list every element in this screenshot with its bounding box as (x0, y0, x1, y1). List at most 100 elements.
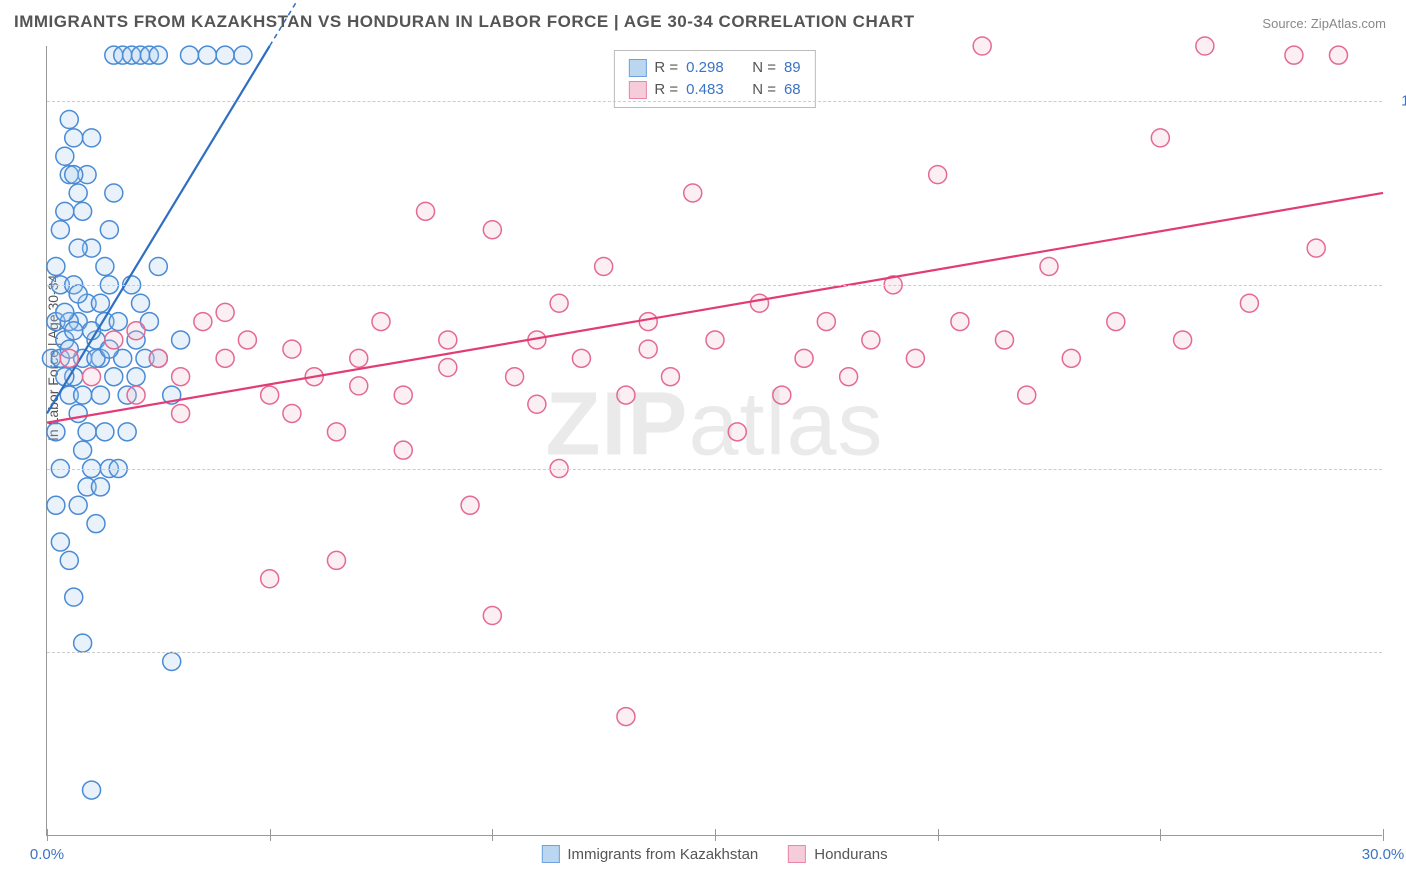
data-point-kazakhstan (74, 634, 92, 652)
x-tick (715, 829, 716, 841)
n-value: 68 (784, 79, 801, 101)
legend-swatch-kazakhstan (628, 59, 646, 77)
data-point-kazakhstan (149, 257, 167, 275)
y-tick-label: 100.0% (1401, 93, 1406, 110)
correlation-row-kazakhstan: R = 0.298 N = 89 (628, 57, 800, 79)
data-point-kazakhstan (65, 129, 83, 147)
data-point-hondurans (439, 331, 457, 349)
data-point-hondurans (327, 551, 345, 569)
data-point-kazakhstan (47, 257, 65, 275)
data-point-kazakhstan (91, 386, 109, 404)
data-point-kazakhstan (69, 285, 87, 303)
data-point-kazakhstan (69, 404, 87, 422)
data-point-kazakhstan (105, 368, 123, 386)
source-link[interactable]: ZipAtlas.com (1311, 16, 1386, 31)
data-point-hondurans (483, 607, 501, 625)
data-point-hondurans (1018, 386, 1036, 404)
data-point-hondurans (417, 202, 435, 220)
data-point-kazakhstan (65, 166, 83, 184)
data-point-hondurans (929, 166, 947, 184)
x-tick (938, 829, 939, 841)
data-point-hondurans (439, 359, 457, 377)
data-point-kazakhstan (105, 184, 123, 202)
source-attribution: Source: ZipAtlas.com (1262, 16, 1386, 31)
x-tick-label: 0.0% (30, 846, 64, 863)
data-point-kazakhstan (74, 441, 92, 459)
data-point-hondurans (840, 368, 858, 386)
data-point-kazakhstan (65, 588, 83, 606)
correlation-row-hondurans: R = 0.483 N = 68 (628, 79, 800, 101)
data-point-kazakhstan (65, 322, 83, 340)
correlation-legend: R = 0.298 N = 89R = 0.483 N = 68 (613, 50, 815, 108)
legend-item-kazakhstan[interactable]: Immigrants from Kazakhstan (541, 845, 758, 863)
data-point-hondurans (773, 386, 791, 404)
plot-area: In Labor Force | Age 30-34 ZIPatlas R = … (46, 46, 1382, 836)
data-point-kazakhstan (69, 184, 87, 202)
data-point-hondurans (572, 349, 590, 367)
data-point-hondurans (1307, 239, 1325, 257)
n-label: N = (752, 57, 776, 79)
r-value: 0.298 (686, 57, 724, 79)
x-tick (492, 829, 493, 841)
x-tick (1383, 829, 1384, 841)
data-point-hondurans (751, 294, 769, 312)
data-point-kazakhstan (163, 652, 181, 670)
n-value: 89 (784, 57, 801, 79)
gridline (47, 101, 1382, 102)
data-point-hondurans (60, 349, 78, 367)
data-point-hondurans (639, 340, 657, 358)
data-point-hondurans (906, 349, 924, 367)
data-point-hondurans (261, 570, 279, 588)
data-point-kazakhstan (198, 46, 216, 64)
data-point-hondurans (394, 441, 412, 459)
data-point-hondurans (506, 368, 524, 386)
gridline (47, 469, 1382, 470)
data-point-hondurans (595, 257, 613, 275)
gridline (47, 652, 1382, 653)
data-point-kazakhstan (127, 368, 145, 386)
data-point-hondurans (951, 313, 969, 331)
data-point-hondurans (1062, 349, 1080, 367)
data-point-hondurans (394, 386, 412, 404)
data-point-kazakhstan (51, 533, 69, 551)
data-point-hondurans (283, 404, 301, 422)
legend-label: Immigrants from Kazakhstan (567, 846, 758, 863)
data-point-hondurans (728, 423, 746, 441)
legend-swatch-kazakhstan (541, 845, 559, 863)
data-point-kazakhstan (83, 129, 101, 147)
data-point-kazakhstan (132, 294, 150, 312)
data-point-kazakhstan (91, 294, 109, 312)
data-point-kazakhstan (74, 202, 92, 220)
data-point-hondurans (149, 349, 167, 367)
data-point-hondurans (973, 37, 991, 55)
x-tick (1160, 829, 1161, 841)
r-label: R = (654, 79, 678, 101)
data-point-hondurans (127, 322, 145, 340)
data-point-hondurans (350, 377, 368, 395)
data-point-kazakhstan (149, 46, 167, 64)
data-point-hondurans (238, 331, 256, 349)
data-point-hondurans (172, 404, 190, 422)
legend-swatch-hondurans (788, 845, 806, 863)
data-point-hondurans (795, 349, 813, 367)
data-point-hondurans (706, 331, 724, 349)
data-point-kazakhstan (69, 239, 87, 257)
data-point-hondurans (862, 331, 880, 349)
data-point-hondurans (283, 340, 301, 358)
legend-item-hondurans[interactable]: Hondurans (788, 845, 887, 863)
data-point-hondurans (1240, 294, 1258, 312)
chart-title: IMMIGRANTS FROM KAZAKHSTAN VS HONDURAN I… (14, 12, 915, 32)
data-point-hondurans (261, 386, 279, 404)
data-point-hondurans (1329, 46, 1347, 64)
data-point-hondurans (483, 221, 501, 239)
data-point-hondurans (550, 294, 568, 312)
data-point-hondurans (216, 303, 234, 321)
data-point-hondurans (995, 331, 1013, 349)
trend-line-hondurans (47, 193, 1383, 423)
data-point-hondurans (1151, 129, 1169, 147)
data-point-kazakhstan (87, 515, 105, 533)
data-point-kazakhstan (60, 110, 78, 128)
chart-svg (47, 46, 1382, 835)
data-point-kazakhstan (47, 423, 65, 441)
data-point-hondurans (172, 368, 190, 386)
